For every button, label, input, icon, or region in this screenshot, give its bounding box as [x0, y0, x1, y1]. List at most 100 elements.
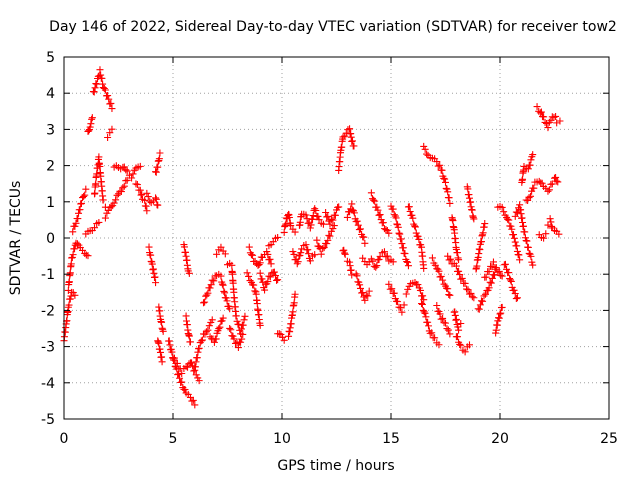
data-point: [455, 256, 463, 264]
data-point: [302, 211, 310, 219]
data-point: [152, 279, 160, 287]
data-point: [188, 359, 196, 367]
data-point: [553, 177, 561, 185]
data-point: [234, 344, 242, 352]
x-axis-label: GPS time / hours: [277, 458, 394, 474]
data-point: [217, 272, 225, 280]
data-point: [369, 257, 377, 265]
data-point: [252, 290, 260, 298]
data-point: [95, 218, 103, 226]
data-point: [324, 212, 332, 220]
data-point: [190, 367, 198, 375]
series-track: [256, 268, 282, 294]
data-point: [360, 233, 368, 241]
data-point: [414, 232, 422, 240]
series-track: [450, 308, 465, 334]
data-point: [271, 272, 279, 280]
data-point: [511, 212, 519, 220]
series-track: [420, 142, 454, 207]
data-point: [96, 162, 104, 170]
data-point: [519, 175, 527, 183]
data-point: [444, 285, 452, 293]
data-point: [289, 308, 297, 316]
data-point: [327, 215, 335, 223]
series-track: [359, 248, 397, 271]
data-point: [411, 223, 419, 231]
series-track: [387, 202, 412, 270]
data-point: [240, 316, 248, 324]
data-point: [236, 326, 244, 334]
series-track: [143, 189, 162, 209]
data-point: [195, 344, 203, 352]
y-tick-label: 1: [46, 195, 55, 211]
data-point: [544, 221, 552, 229]
data-point: [453, 333, 461, 341]
series-track: [544, 215, 563, 238]
data-point: [510, 231, 518, 239]
data-point: [239, 330, 247, 338]
data-point: [379, 219, 387, 227]
data-point: [195, 377, 203, 385]
data-point: [348, 200, 356, 208]
data-point: [455, 267, 463, 275]
data-point: [241, 312, 249, 320]
data-point: [536, 109, 544, 117]
series-track: [285, 290, 299, 340]
data-point: [552, 173, 560, 181]
data-point: [112, 196, 120, 204]
data-point: [550, 113, 558, 121]
data-point: [497, 309, 505, 317]
data-point: [401, 250, 409, 258]
series-track: [335, 125, 358, 174]
data-point: [113, 191, 121, 199]
data-point: [208, 276, 216, 284]
data-point: [426, 329, 434, 337]
data-point: [548, 180, 556, 188]
data-point: [243, 269, 251, 277]
data-point: [309, 212, 317, 220]
data-point: [123, 167, 131, 175]
series-track: [84, 114, 96, 135]
series-track: [69, 185, 90, 236]
data-point: [548, 222, 556, 230]
series-track: [322, 203, 343, 228]
data-point: [486, 278, 494, 286]
data-point: [221, 289, 229, 297]
data-point: [275, 330, 283, 338]
data-point: [515, 251, 523, 259]
data-point: [437, 272, 445, 280]
data-point: [396, 304, 404, 312]
series-track: [474, 265, 500, 313]
data-point: [431, 334, 439, 342]
data-point: [372, 263, 380, 271]
data-point: [406, 207, 414, 215]
data-point: [485, 284, 493, 292]
data-point: [274, 233, 282, 241]
data-point: [65, 301, 73, 309]
data-point: [533, 103, 541, 111]
data-point: [527, 252, 535, 260]
data-point: [184, 363, 192, 371]
data-point: [156, 149, 164, 157]
data-point: [545, 186, 553, 194]
data-point: [555, 230, 563, 238]
data-point: [67, 260, 75, 268]
data-point: [88, 115, 96, 123]
data-point: [444, 326, 452, 334]
data-point: [521, 228, 529, 236]
data-point: [185, 269, 193, 277]
data-point: [313, 236, 321, 244]
data-point: [210, 338, 218, 346]
series-track: [402, 279, 428, 304]
data-point: [158, 318, 166, 326]
data-point: [317, 250, 325, 258]
data-point: [501, 260, 509, 268]
data-point: [75, 209, 83, 217]
series-track: [444, 252, 478, 302]
series-track: [339, 246, 356, 279]
data-point: [120, 182, 128, 190]
data-point: [338, 143, 346, 151]
data-point: [446, 199, 454, 207]
data-point: [546, 215, 554, 223]
data-point: [341, 132, 349, 140]
